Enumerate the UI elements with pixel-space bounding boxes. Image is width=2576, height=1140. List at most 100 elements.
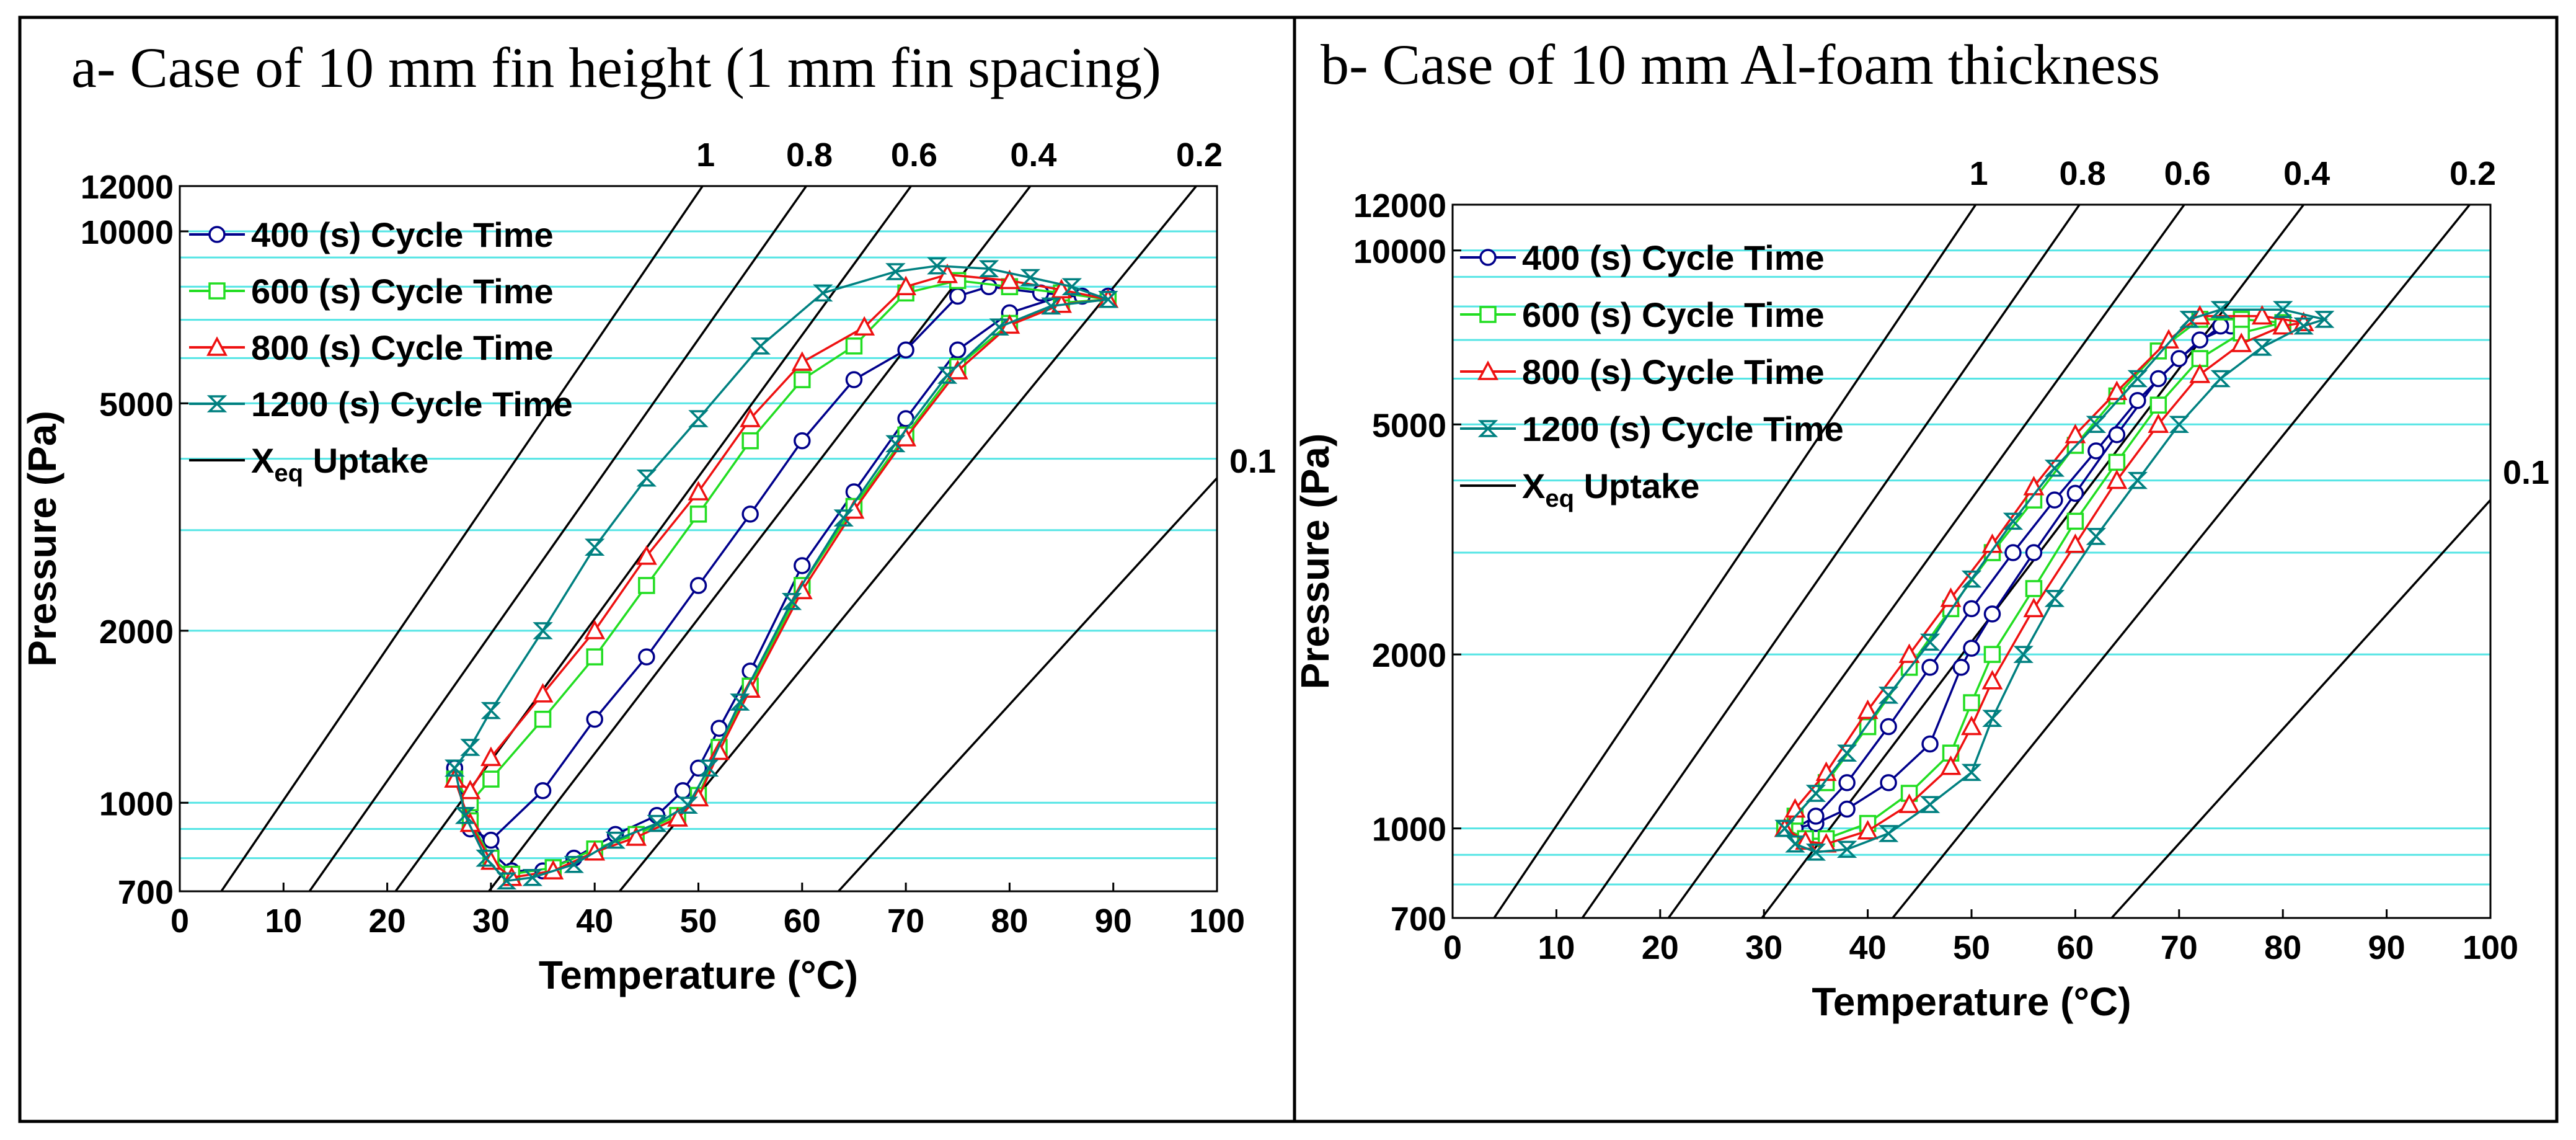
data-point (895, 275, 917, 295)
legend-marker (1479, 249, 1497, 266)
data-point (480, 746, 502, 767)
figure-frame (18, 16, 2559, 1123)
data-point (1919, 633, 1941, 651)
x-tick-label: 20 (1642, 929, 1679, 966)
data-point (2169, 416, 2190, 434)
series-s1200 (445, 257, 1118, 889)
y-tick-label: 2000 (99, 613, 174, 651)
data-point (1805, 844, 1826, 861)
legend-marker (206, 336, 228, 356)
data-point (1836, 744, 1857, 762)
data-point (534, 782, 552, 799)
data-point (730, 693, 750, 711)
data-point (1983, 646, 2001, 663)
data-point (482, 770, 500, 788)
series-s800 (1774, 305, 2314, 853)
data-point (689, 505, 707, 523)
data-point (584, 620, 606, 639)
data-point (699, 759, 719, 777)
data-point (605, 831, 626, 849)
data-point (2066, 512, 2084, 530)
isostere-label: 0.1 (2503, 454, 2549, 491)
data-point (2003, 512, 2024, 530)
legend-marker (1477, 420, 1498, 437)
isostere-label: 0.6 (2164, 155, 2211, 192)
data-point (1836, 840, 1857, 858)
isostere-line (220, 186, 704, 891)
legend-label: 600 (s) Cycle Time (1522, 295, 1825, 334)
data-point (689, 577, 707, 594)
data-point (1807, 808, 1825, 825)
x-tick-label: 80 (991, 902, 1028, 940)
data-point (989, 318, 1009, 336)
x-tick-label: 90 (2368, 929, 2406, 966)
isostere-label: 0.4 (2283, 155, 2330, 192)
x-tick-label: 10 (1538, 929, 1575, 966)
isostere-label: 0.2 (1176, 136, 1223, 174)
data-point (2212, 317, 2229, 335)
data-point (2251, 305, 2273, 325)
data-point (2252, 339, 2272, 356)
data-point (999, 269, 1020, 290)
data-point (2087, 442, 2105, 460)
data-point (2191, 331, 2209, 349)
data-point (2314, 311, 2335, 328)
x-tick-label: 10 (265, 902, 302, 940)
x-tick-label: 30 (1745, 929, 1782, 966)
data-point (460, 739, 480, 756)
data-point (445, 759, 465, 777)
data-point (2149, 370, 2167, 388)
x-tick-label: 70 (887, 902, 924, 940)
data-point (1805, 785, 1826, 802)
isostere-line (2110, 499, 2490, 918)
data-point (1961, 715, 1982, 736)
data-point (444, 768, 466, 788)
series-line (453, 273, 1109, 879)
x-tick-label: 60 (784, 902, 821, 940)
data-point (1963, 694, 1980, 711)
series-s1200 (1774, 301, 2335, 861)
data-point (1898, 643, 1920, 663)
x-tick-label: 0 (170, 902, 189, 940)
data-point (885, 263, 906, 280)
data-point (1921, 735, 1939, 753)
data-point (1940, 755, 1962, 775)
plot-area (1493, 205, 2490, 918)
data-point (2231, 332, 2252, 352)
data-point (480, 701, 502, 719)
data-point (1857, 820, 1879, 840)
x-axis-label: Temperature (°C) (539, 953, 858, 997)
x-tick-label: 40 (1849, 929, 1887, 966)
data-point (638, 648, 655, 666)
x-tick-label: 100 (1189, 902, 1245, 940)
data-point (794, 432, 811, 450)
data-point (2210, 370, 2231, 388)
data-point (949, 287, 967, 305)
y-tick-label: 700 (118, 874, 174, 911)
data-point (2233, 311, 2250, 328)
x-tick-label: 90 (1095, 902, 1132, 940)
data-point (949, 341, 967, 358)
data-point (626, 826, 647, 846)
isostere-label: 0.8 (2060, 155, 2106, 192)
y-tick-label: 10000 (1353, 233, 1446, 270)
data-point (482, 831, 500, 849)
data-point (2189, 363, 2211, 383)
data-point (2086, 528, 2107, 545)
series-line (453, 264, 1109, 883)
data-point (2044, 460, 2065, 477)
x-tick-label: 80 (2264, 929, 2301, 966)
data-point (1961, 764, 1982, 782)
data-point (584, 538, 605, 556)
panel-b-title: b- Case of 10 mm Al-foam thickness (1321, 33, 2160, 96)
data-point (1098, 291, 1118, 308)
isostere-line (1667, 205, 2185, 918)
data-point (1020, 269, 1041, 287)
data-point (454, 807, 476, 824)
data-point (2149, 396, 2167, 414)
y-axis-label: Pressure (Pa) (20, 411, 64, 667)
isostere-label: 1 (1970, 155, 1988, 192)
data-point (2127, 370, 2148, 388)
x-tick-label: 20 (369, 902, 406, 940)
data-point (813, 284, 833, 302)
